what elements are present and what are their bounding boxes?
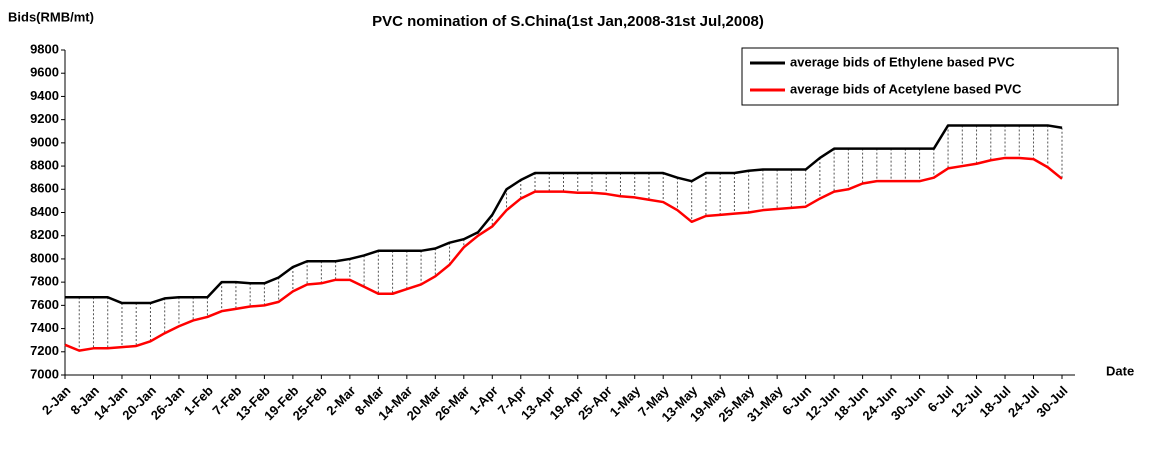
x-axis-label: Date — [1106, 363, 1134, 378]
y-tick-label: 7600 — [30, 297, 59, 312]
series-line — [65, 124, 1063, 305]
y-tick-label: 8400 — [30, 204, 59, 219]
x-tick-label: 12-Jul — [948, 383, 985, 420]
chart-title: PVC nomination of S.China(1st Jan,2008-3… — [372, 13, 764, 30]
y-tick-label: 8200 — [30, 227, 59, 242]
series-line — [64, 156, 1063, 352]
y-tick-label: 9200 — [30, 111, 59, 126]
y-tick-label: 7000 — [30, 366, 59, 381]
x-tick-label: 1-Feb — [181, 383, 216, 418]
x-tick-label: 1-May — [607, 382, 644, 419]
legend-box — [741, 47, 1119, 106]
y-tick-label: 8800 — [30, 158, 59, 173]
legend: average bids of Ethylene based PVC averag… — [741, 47, 1119, 106]
y-tick-label: 9800 — [30, 41, 59, 56]
x-tick-label: 18-Jul — [976, 383, 1013, 420]
y-tick-label: 8600 — [30, 181, 59, 196]
x-tick-label: 1-Apr — [466, 383, 501, 418]
legend-label: average bids of Ethylene based PVC — [790, 54, 1015, 69]
legend-label: average bids of Acetylene based PVC — [790, 81, 1022, 96]
y-tick-label: 9400 — [30, 88, 59, 103]
y-tick-label: 8000 — [30, 250, 59, 265]
y-tick-label: 9600 — [30, 65, 59, 80]
y-tick-label: 7200 — [30, 343, 59, 358]
y-tick-label: 7800 — [30, 274, 59, 289]
x-tick-label: 24-Jul — [1005, 383, 1042, 420]
y-tick-label: 9000 — [30, 134, 59, 149]
x-tick-label: 30-Jul — [1033, 383, 1070, 420]
x-tick-label: 2-Jan — [39, 383, 74, 418]
y-axis-label: Bids(RMB/mt) — [8, 9, 94, 24]
x-tick-label: 2-Mar — [323, 383, 358, 418]
y-tick-label: 7400 — [30, 320, 59, 335]
